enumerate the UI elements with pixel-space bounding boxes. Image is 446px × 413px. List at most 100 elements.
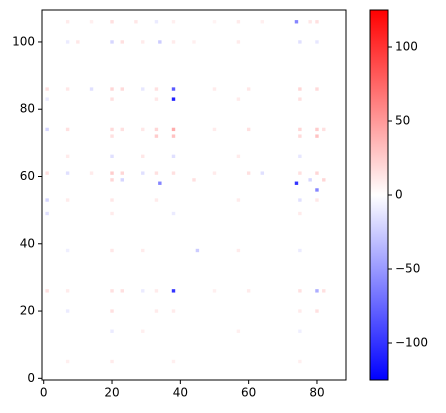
heatmap-cell <box>110 20 114 24</box>
heatmap-cell <box>141 248 145 253</box>
heatmap-cell <box>45 97 49 101</box>
heatmap-cell <box>246 289 251 293</box>
heatmap-cell <box>298 289 302 293</box>
heatmap-cell <box>45 127 49 132</box>
heatmap-cell <box>212 87 217 91</box>
heatmap-cell <box>298 40 302 44</box>
heatmap-cell <box>141 127 145 132</box>
heatmap-cell <box>315 309 319 313</box>
heatmap-cell <box>89 171 94 175</box>
heatmap-cell <box>171 211 176 216</box>
heatmap-cell <box>246 171 251 175</box>
heatmap-cell <box>158 181 162 185</box>
heatmap-cell <box>141 154 145 158</box>
heatmap-cell <box>315 87 319 91</box>
heatmap-cell <box>89 20 94 24</box>
heatmap-cell <box>171 40 176 44</box>
heatmap-cell <box>236 329 241 333</box>
heatmap-cell <box>110 178 114 182</box>
heatmap-cell <box>298 154 302 158</box>
heatmap-cell <box>110 198 114 202</box>
heatmap-cell <box>294 181 299 185</box>
heatmap-cell <box>141 40 145 44</box>
heatmap-cell <box>65 87 70 91</box>
heatmap-cell <box>158 40 162 44</box>
heatmap-cell <box>120 87 124 91</box>
heatmap-cell <box>171 154 176 158</box>
heatmap-cell <box>141 289 145 293</box>
heatmap-cell <box>45 289 49 293</box>
heatmap-cell <box>110 134 114 138</box>
heatmap-cell <box>120 289 124 293</box>
y-tick-label: 80 <box>20 102 35 116</box>
heatmap-cell <box>65 20 70 24</box>
heatmap-cell <box>120 171 124 175</box>
heatmap-cell <box>45 198 49 202</box>
heatmap-cell <box>322 127 326 132</box>
heatmap-cell <box>110 359 114 364</box>
y-tick-label: 20 <box>20 304 35 318</box>
heatmap-cell <box>298 127 302 132</box>
heatmap-cell <box>65 289 70 293</box>
heatmap-cell <box>120 40 124 44</box>
heatmap-cell <box>110 248 114 253</box>
heatmap-cell <box>110 309 114 313</box>
heatmap-cell <box>110 329 114 333</box>
x-tick-label: 60 <box>241 386 256 400</box>
heatmap-cell <box>171 171 176 175</box>
heatmap-cell <box>315 127 319 132</box>
heatmap-cell <box>141 329 145 333</box>
heatmap-cell <box>110 171 114 175</box>
heatmap-cell <box>298 359 302 364</box>
heatmap-cell <box>110 40 114 44</box>
heatmap-cell <box>308 178 312 182</box>
heatmap-cell <box>171 20 176 24</box>
heatmap-cell <box>171 134 176 138</box>
heatmap-cell <box>110 289 114 293</box>
heatmap-cell <box>141 171 145 175</box>
colorbar <box>369 9 389 381</box>
heatmap-cell <box>65 127 70 132</box>
heatmap-cell <box>322 178 326 182</box>
heatmap-cell <box>236 97 241 101</box>
y-tick-label: 0 <box>27 371 35 385</box>
heatmap-cell <box>65 198 70 202</box>
heatmap-cell <box>154 289 159 293</box>
x-tick-label: 80 <box>309 386 324 400</box>
heatmap-cell <box>298 198 302 202</box>
heatmap-cell <box>298 211 302 216</box>
plot-frame <box>41 9 347 381</box>
heatmap-cell <box>154 198 159 202</box>
heatmap-cell <box>212 289 217 293</box>
heatmap-cell <box>192 178 196 182</box>
heatmap-cell <box>110 97 114 101</box>
heatmap-cell <box>65 154 70 158</box>
heatmap-cell <box>315 134 319 138</box>
heatmap-cell <box>110 87 114 91</box>
heatmap-cell <box>120 127 124 132</box>
colorbar-tick-label: −50 <box>395 262 420 276</box>
heatmap-cell <box>89 87 94 91</box>
heatmap-cell <box>171 309 176 313</box>
heatmap-cell <box>154 127 159 132</box>
heatmap-cell <box>110 211 114 216</box>
heatmap-cell <box>65 309 70 313</box>
heatmap-cell <box>212 171 217 175</box>
heatmap-cell <box>212 20 217 24</box>
colorbar-tick-label: −100 <box>395 336 428 350</box>
heatmap-cell <box>76 40 80 44</box>
heatmap-cell <box>260 20 265 24</box>
y-tick-label: 60 <box>20 169 35 183</box>
heatmap-cell <box>236 248 241 253</box>
heatmap-cell <box>298 309 302 313</box>
heatmap-cell <box>298 97 302 101</box>
heatmap-cell <box>192 40 196 44</box>
heatmap-cell <box>315 289 319 293</box>
heatmap-cell <box>154 87 159 91</box>
heatmap-cell <box>236 198 241 202</box>
heatmap-cell <box>315 188 319 192</box>
heatmap-cell <box>65 248 70 253</box>
heatmap-cell <box>45 211 49 216</box>
heatmap-cell <box>212 127 217 132</box>
